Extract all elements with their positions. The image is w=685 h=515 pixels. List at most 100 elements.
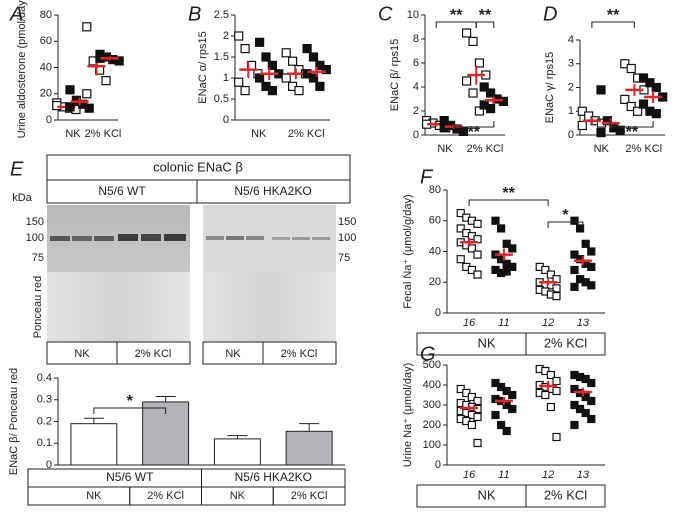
y-tick-label: 2	[568, 81, 574, 93]
y-tick-label: 3	[568, 58, 574, 70]
data-point	[473, 438, 482, 448]
category-label: 2% KCl	[288, 128, 325, 140]
data-point	[570, 265, 579, 275]
data-point	[577, 106, 587, 116]
data-point	[491, 216, 500, 225]
panel-letter: G	[420, 343, 436, 365]
y-axis-label: Fecal Na⁺ (μmol/g/day)	[402, 194, 414, 308]
data-point	[281, 73, 291, 83]
data-point	[84, 103, 94, 113]
data-point	[486, 88, 496, 98]
kda-marker: 75	[338, 252, 350, 264]
significance-bracket	[591, 21, 635, 28]
data-point	[315, 81, 325, 92]
significance-bracket	[547, 221, 584, 228]
data-point	[581, 239, 590, 248]
data-point	[456, 224, 465, 233]
significance-label: **	[626, 124, 639, 141]
n-label: 12	[542, 469, 554, 481]
group-box	[201, 468, 346, 488]
data-point	[626, 101, 636, 112]
kda-marker: 100	[26, 232, 44, 244]
category-box	[525, 332, 606, 356]
category-box	[525, 484, 606, 508]
data-point	[552, 376, 561, 386]
data-point	[587, 378, 596, 388]
y-tick-label: 8	[413, 33, 419, 45]
data-point	[288, 56, 298, 66]
data-point	[615, 125, 625, 135]
y-tick-label: 0.3	[37, 394, 52, 406]
panel-letter: D	[543, 3, 557, 25]
data-point	[281, 48, 291, 58]
data-point	[456, 255, 465, 264]
significance-label: *	[127, 393, 134, 410]
kda-label: kDa	[12, 192, 32, 204]
panel-letter: C	[378, 3, 393, 25]
data-point	[261, 52, 271, 62]
data-point	[587, 281, 596, 290]
data-point	[491, 410, 500, 420]
y-tick-label: 80	[429, 184, 441, 196]
data-point	[456, 208, 465, 218]
group-label: N5/6 HKA2KO	[235, 470, 312, 484]
category-label: 2% KCl	[85, 128, 122, 140]
significance-label: **	[502, 185, 515, 202]
bar	[285, 430, 333, 466]
blot-title: colonic ENaC β	[153, 159, 243, 174]
y-tick-label: 100	[423, 439, 441, 451]
n-label: 11	[498, 317, 509, 329]
panel-letter: B	[188, 3, 201, 25]
data-point	[467, 265, 477, 275]
category-label: 2% KCl	[291, 490, 328, 502]
data-point	[82, 22, 92, 32]
n-label: 11	[498, 469, 509, 481]
y-tick-label: 0.4	[37, 372, 52, 384]
y-axis-label: Urine aldosterone (pmol/day)	[16, 0, 28, 138]
y-tick-label: 1	[223, 72, 229, 84]
y-tick-label: 10	[407, 9, 419, 21]
y-tick-label: 4	[413, 81, 419, 93]
data-point	[552, 284, 561, 293]
data-point	[552, 432, 561, 442]
data-point	[308, 52, 319, 62]
category-label: NK	[437, 143, 453, 155]
data-point	[581, 408, 590, 418]
bar	[70, 423, 118, 466]
lane-label: 2% KCl	[281, 348, 318, 360]
significance-bracket	[468, 199, 549, 206]
data-point	[552, 291, 561, 301]
data-point	[474, 58, 484, 68]
lane-label: 2% KCl	[135, 348, 172, 360]
data-point	[638, 99, 649, 109]
y-tick-label: 0	[223, 114, 229, 126]
data-point	[240, 43, 250, 54]
ponceau-image	[203, 272, 336, 342]
y-tick-label: 0	[46, 459, 52, 471]
y-tick-label: 60	[429, 215, 441, 227]
data-point	[473, 250, 482, 259]
data-point	[467, 420, 477, 430]
data-point	[502, 267, 511, 276]
data-point	[479, 82, 489, 92]
data-point	[570, 282, 579, 291]
data-point	[508, 404, 517, 414]
data-point	[502, 239, 511, 248]
data-point	[468, 88, 478, 98]
data-point	[587, 247, 596, 256]
y-tick-label: 0	[413, 129, 419, 141]
data-point	[541, 390, 550, 400]
kda-marker: 75	[32, 252, 44, 264]
data-point	[101, 76, 111, 86]
y-tick-label: 2	[413, 105, 419, 117]
category-label: 2% KCl	[544, 487, 587, 502]
category-label: NK	[251, 128, 267, 140]
data-point	[321, 64, 331, 75]
data-point	[52, 100, 62, 111]
data-point	[267, 60, 277, 71]
group-label: N5/6 WT	[106, 470, 154, 484]
data-point	[508, 390, 517, 400]
y-tick-label: 80	[40, 9, 52, 21]
data-point	[255, 37, 265, 47]
lane-box	[262, 341, 337, 365]
